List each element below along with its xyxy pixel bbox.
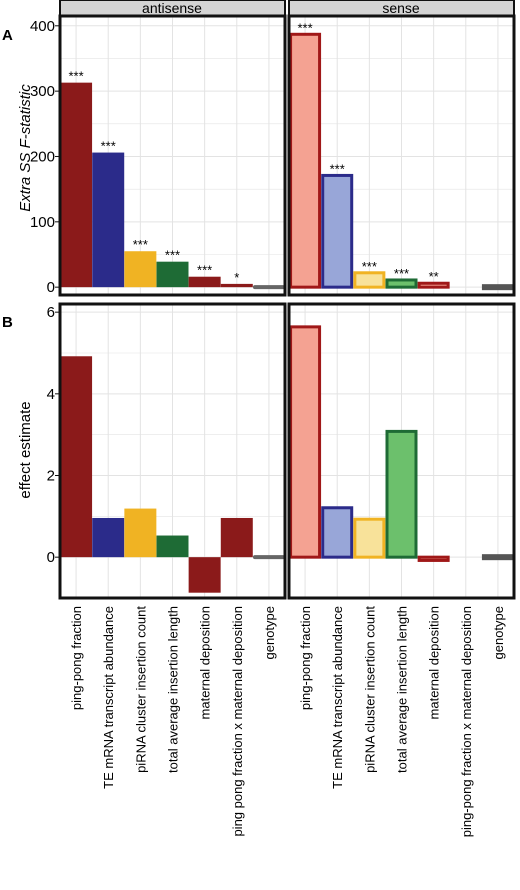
frame-a-antisense — [58, 14, 287, 297]
x-label-sense-total-average-insertion-length: total average insertion length — [395, 606, 410, 773]
x-label-antisense-total-average-insertion-length: total average insertion length — [166, 606, 181, 773]
panel-b-antisense-bar-maternal-deposition — [188, 557, 221, 593]
panel-b-y-tick: 0 — [47, 549, 55, 566]
x-label-antisense-ping-pong-fraction-x-maternal-deposition: ping pong fraction x maternal deposition — [230, 606, 245, 837]
panel-b-y-tick: 6 — [47, 304, 55, 321]
x-label-antisense-pirna-cluster-insertion-count: piRNA cluster insertion count — [133, 606, 148, 773]
panel-a-antisense-bar-ping-pong-fraction — [60, 82, 93, 288]
panel-a-sense-significance-pirna-cluster-insertion-count: *** — [362, 259, 377, 274]
x-label-sense-ping-pong-fraction: ping-pong fraction — [298, 606, 313, 710]
panel-letter-b: B — [2, 314, 13, 331]
panel-a-sense-bar-ping-pong-fraction — [289, 32, 322, 289]
panel-b-antisense-bar-total-average-insertion-length — [156, 535, 189, 558]
panel-b-y-axis-label: effect estimate — [17, 401, 34, 498]
panel-b-sense-bar-te-mrna-transcript-abundance — [321, 506, 354, 559]
panel-a-sense-significance-ping-pong-fraction: *** — [297, 20, 312, 35]
strip-sense-label: sense — [382, 0, 420, 16]
x-label-antisense-te-mrna-transcript-abundance: TE mRNA transcript abundance — [101, 606, 116, 789]
panel-a-antisense-significance-ping-pong-fraction-x-maternal-deposition: * — [234, 270, 239, 285]
panel-a-sense-significance-maternal-deposition: ** — [429, 269, 439, 284]
panel-b-y-tick: 2 — [47, 468, 55, 485]
panel-b-antisense-bar-ping-pong-fraction — [60, 356, 93, 558]
panel-a-y-axis-label: Extra SS F-statistic — [17, 84, 34, 212]
bars-layer — [60, 32, 514, 593]
panel-a-antisense-significance-te-mrna-transcript-abundance: *** — [101, 139, 116, 154]
panel-b-sense-bar-ping-pong-fraction — [289, 325, 322, 559]
panel-b-sense-bar-maternal-deposition — [417, 555, 450, 562]
panel-a-sense-bar-pirna-cluster-insertion-count — [353, 271, 386, 289]
x-label-antisense-maternal-deposition: maternal deposition — [198, 606, 213, 719]
panel-b-antisense-bar-pirna-cluster-insertion-count — [124, 508, 157, 558]
panel-a-antisense-significance-total-average-insertion-length: *** — [165, 248, 180, 263]
panel-a-y-tick: 200 — [30, 148, 55, 165]
panel-b-sense-bar-pirna-cluster-insertion-count — [353, 517, 386, 559]
frame-b-sense — [287, 302, 516, 600]
panel-a-antisense-bar-total-average-insertion-length — [156, 261, 189, 288]
panel-a-antisense-significance-maternal-deposition: *** — [197, 263, 212, 278]
panel-b-antisense-bar-genotype — [252, 555, 285, 560]
x-label-sense-ping-pong-fraction-x-maternal-deposition: ping-pong fraction x maternal deposition — [459, 606, 474, 837]
panel-a-y-tick: 100 — [30, 214, 55, 231]
panel-a-sense-bar-genotype — [481, 284, 514, 291]
frame-a-sense — [287, 14, 516, 297]
panel-b-y-tick: 4 — [47, 386, 55, 403]
panel-a-sense-bar-maternal-deposition — [417, 281, 450, 289]
panel-a-sense-bar-te-mrna-transcript-abundance — [321, 173, 354, 289]
x-label-sense-pirna-cluster-insertion-count: piRNA cluster insertion count — [362, 606, 377, 773]
panel-letter-a: A — [2, 27, 13, 44]
panel-a-antisense-bar-te-mrna-transcript-abundance — [92, 152, 125, 288]
panel-a-y-tick: 300 — [30, 83, 55, 100]
panel-a-antisense-bar-maternal-deposition — [188, 276, 221, 288]
frame-b-antisense — [58, 302, 287, 600]
panel-a-antisense-significance-pirna-cluster-insertion-count: *** — [133, 237, 148, 252]
panel-a-antisense-bar-genotype — [252, 285, 285, 290]
panel-a-sense-bar-total-average-insertion-length — [385, 278, 418, 289]
panel-a-y-tick: 400 — [30, 18, 55, 35]
x-label-antisense-ping-pong-fraction: ping-pong fraction — [69, 606, 84, 710]
panel-a-antisense-bar-pirna-cluster-insertion-count — [124, 251, 157, 288]
panel-b-antisense-bar-te-mrna-transcript-abundance — [92, 517, 125, 558]
x-label-sense-te-mrna-transcript-abundance: TE mRNA transcript abundance — [330, 606, 345, 789]
panel-a-sense-significance-te-mrna-transcript-abundance: *** — [330, 161, 345, 176]
panel-a-sense-significance-total-average-insertion-length: *** — [394, 266, 409, 281]
panel-b-sense-bar-total-average-insertion-length — [385, 429, 418, 559]
x-label-antisense-genotype: genotype — [262, 606, 277, 660]
x-label-sense-maternal-deposition: maternal deposition — [427, 606, 442, 719]
panel-b-sense-bar-genotype — [481, 554, 514, 561]
panel-a-antisense-bar-ping-pong-fraction-x-maternal-deposition — [220, 283, 253, 288]
x-label-sense-genotype: genotype — [491, 606, 506, 660]
panel-a-antisense-significance-ping-pong-fraction: *** — [68, 69, 83, 84]
panel-b-antisense-bar-ping-pong-fraction-x-maternal-deposition — [220, 517, 253, 558]
strip-antisense-label: antisense — [142, 0, 202, 16]
panel-a-y-tick: 0 — [47, 279, 55, 296]
